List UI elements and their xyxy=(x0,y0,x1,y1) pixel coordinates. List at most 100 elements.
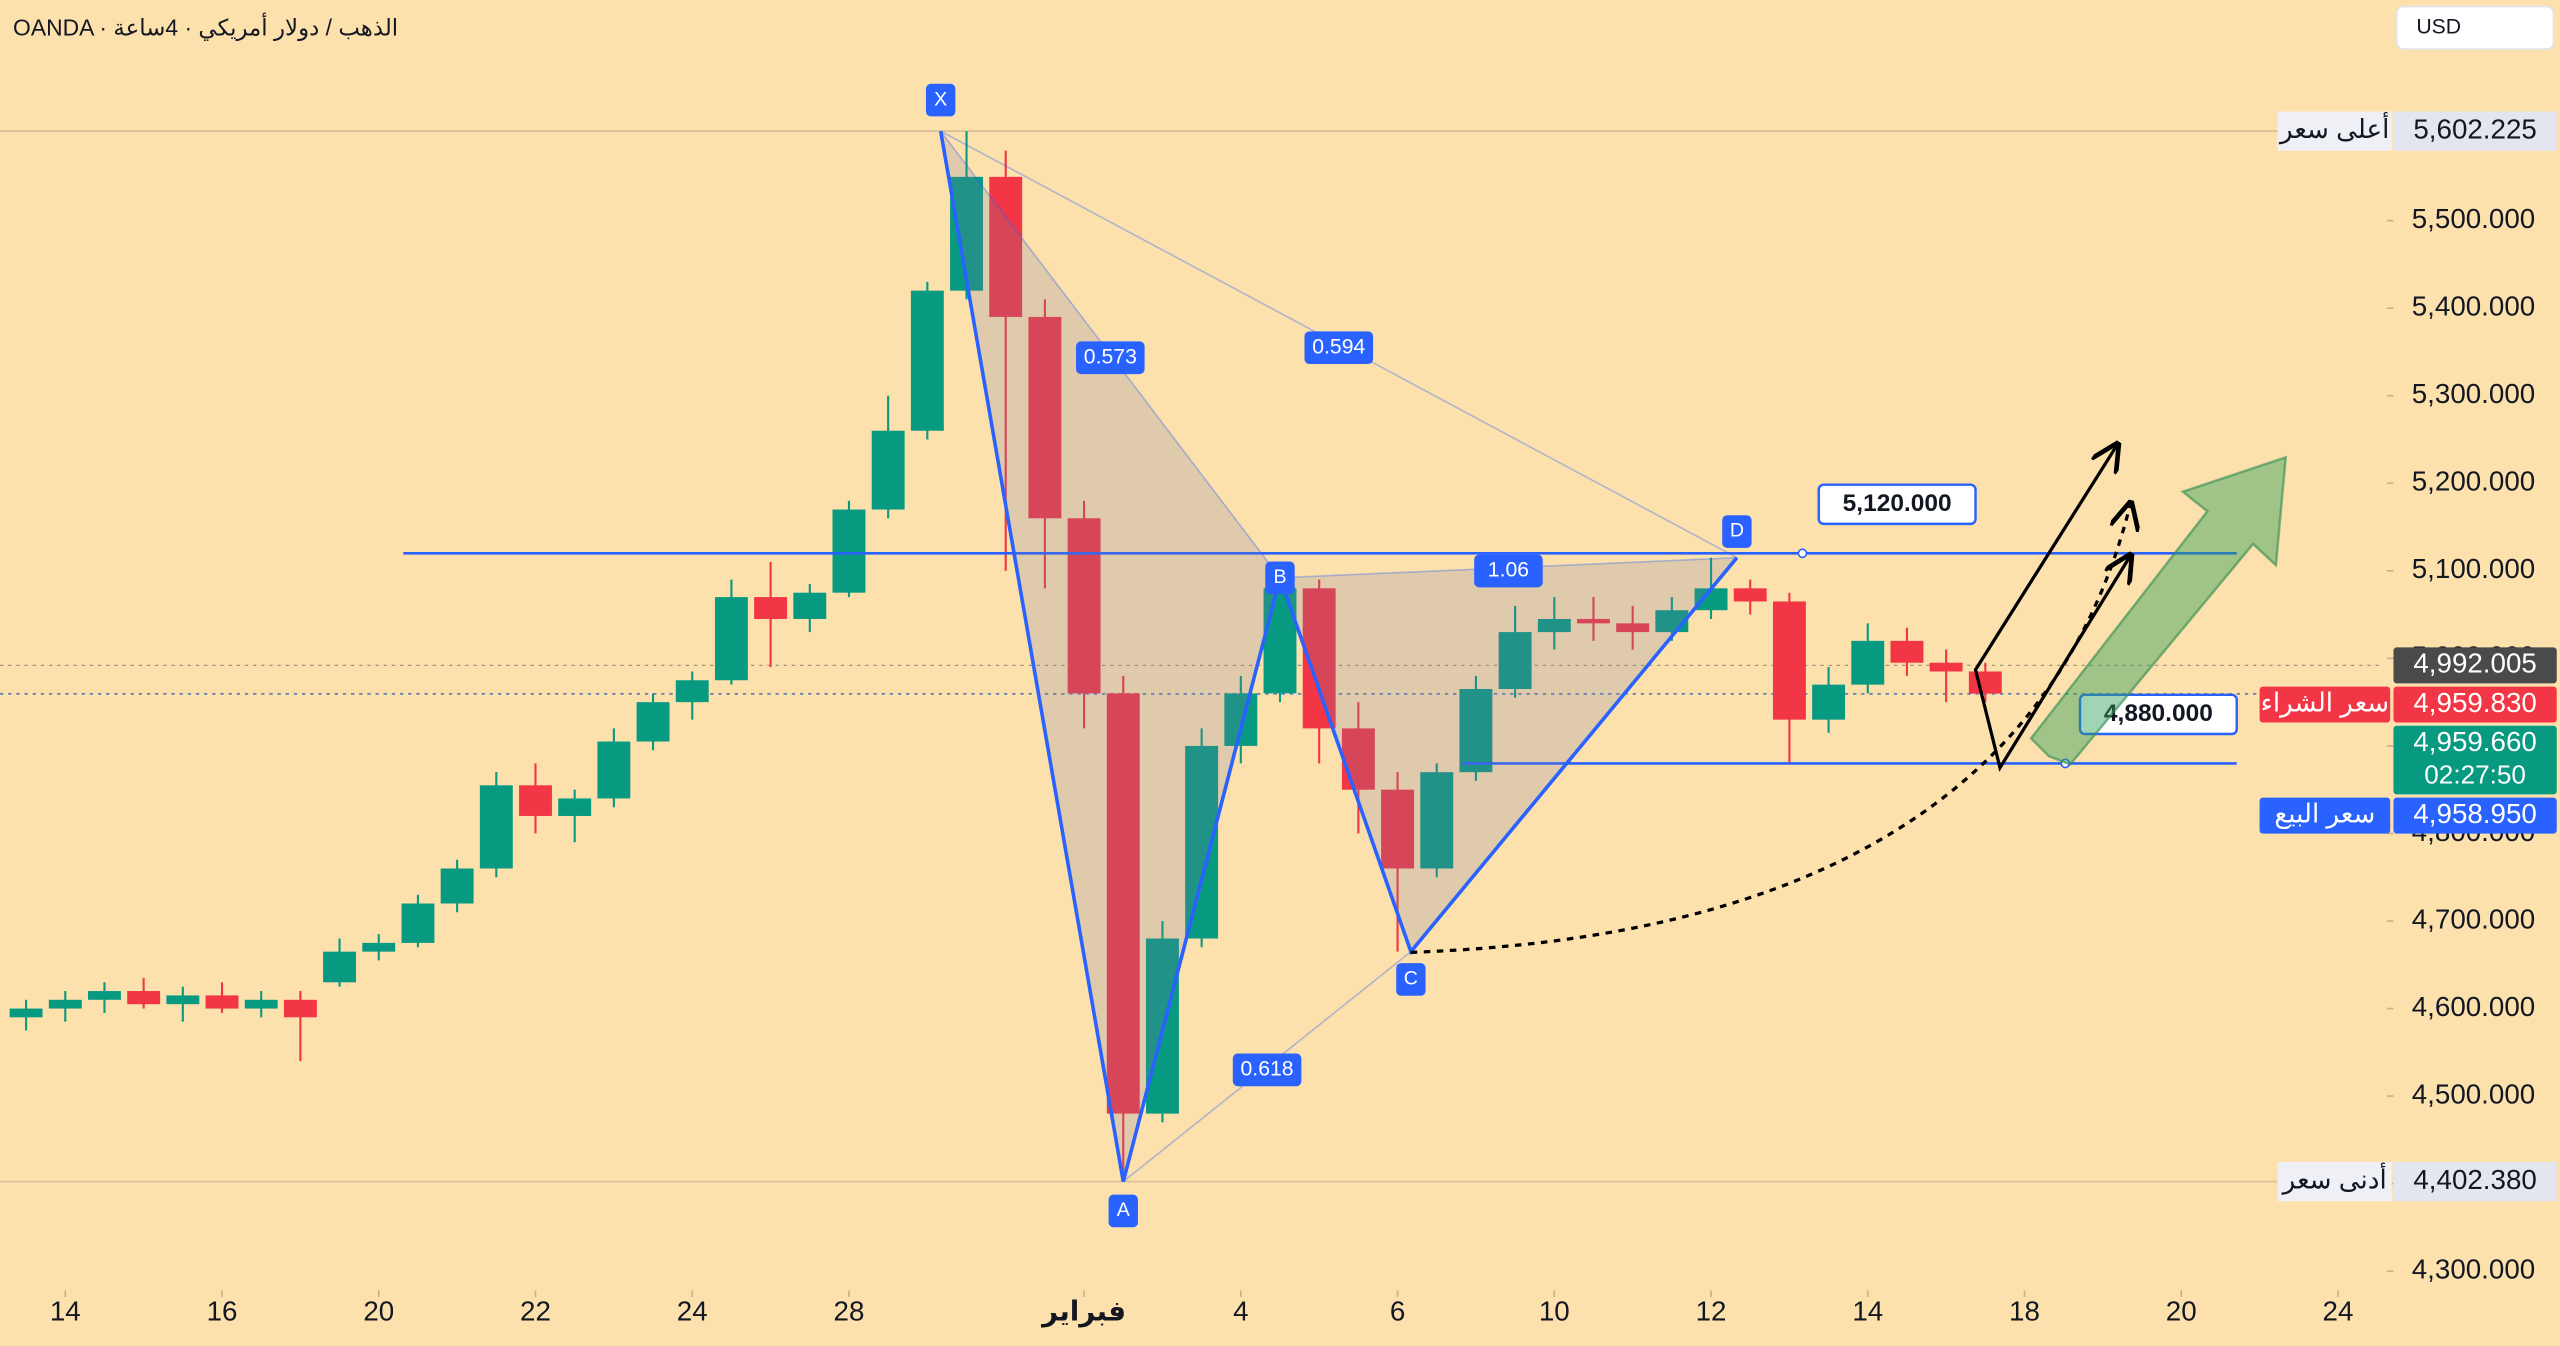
candle-body xyxy=(636,702,670,742)
quote-name: سعر البيع xyxy=(2274,799,2375,830)
x-tick-label: 24 xyxy=(677,1296,708,1327)
currency-label[interactable]: USD xyxy=(2416,15,2461,38)
quote-value: 4,958.950 xyxy=(2413,798,2536,829)
x-tick-label: 28 xyxy=(834,1296,865,1327)
x-tick-label: 22 xyxy=(520,1296,551,1327)
candle-body xyxy=(675,680,709,703)
candle-body xyxy=(9,1008,43,1018)
candle-body xyxy=(1420,772,1454,869)
y-tick-label: 4,300.000 xyxy=(2412,1254,2535,1285)
axes: 4,300.0004,400.0004,500.0004,600.0004,70… xyxy=(50,111,2557,1328)
point-label: D xyxy=(1730,520,1744,542)
x-tick-label: 16 xyxy=(207,1296,238,1327)
drawings xyxy=(1410,444,2288,954)
x-tick-label: فبراير xyxy=(1040,1296,1126,1328)
candle-body xyxy=(362,942,396,952)
candle-body xyxy=(1106,693,1140,1114)
ratio-box xyxy=(1232,1053,1302,1087)
y-tick-label: 5,500.000 xyxy=(2412,203,2535,234)
currency-button[interactable] xyxy=(2395,5,2555,50)
x-tick-label: 6 xyxy=(1390,1296,1405,1327)
extreme-badge xyxy=(2393,111,2557,151)
candle-body xyxy=(1812,684,1846,720)
candle-body xyxy=(283,999,317,1018)
candle-body xyxy=(754,597,788,619)
extreme-name: أعلى سعر xyxy=(2278,111,2389,145)
x-tick-label: 14 xyxy=(1852,1296,1883,1327)
candle-body xyxy=(1772,601,1806,720)
candle-body xyxy=(1028,316,1062,519)
point-label: X xyxy=(934,88,947,110)
candle-body xyxy=(88,991,121,1000)
candle-body xyxy=(1694,588,1728,611)
candle-body xyxy=(519,785,552,816)
ratio-label: 0.594 xyxy=(1312,335,1365,358)
extreme-name-box xyxy=(2277,111,2392,151)
x-tick-label: 20 xyxy=(363,1296,394,1327)
extreme-name-box xyxy=(2277,1161,2392,1202)
candle-body xyxy=(1851,640,1885,685)
point-label: C xyxy=(1404,968,1418,990)
y-tick-label: 4,600.000 xyxy=(2412,991,2535,1022)
level-label: 4,880.000 xyxy=(2104,700,2213,727)
ratio-label: 0.573 xyxy=(1084,345,1137,368)
extreme-badge xyxy=(2393,1161,2557,1202)
y-tick-label: 5,100.000 xyxy=(2412,553,2535,584)
y-tick-label: 4,500.000 xyxy=(2412,1078,2535,1109)
x-tick-label: 20 xyxy=(2166,1296,2197,1327)
level-anchor xyxy=(1797,548,1808,559)
quote-badge xyxy=(2393,725,2557,795)
quote-badge xyxy=(2393,686,2557,723)
extreme-value: 5,602.225 xyxy=(2413,113,2536,144)
y-tick-label: 4,700.000 xyxy=(2412,903,2535,934)
candle-body xyxy=(401,903,435,943)
candle-body xyxy=(1733,588,1767,602)
candle-body xyxy=(558,798,592,816)
x-tick-label: 18 xyxy=(2009,1296,2040,1327)
candle-body xyxy=(48,999,82,1009)
candle-body xyxy=(1341,728,1375,790)
candle-body xyxy=(244,999,278,1009)
quote-countdown: 02:27:50 xyxy=(2424,759,2526,789)
chart-title: OANDA · الذهب / دولار أمريكي · 4ساعة xyxy=(13,12,398,41)
pattern-fill xyxy=(940,131,1281,1182)
y-tick-label: 5,300.000 xyxy=(2412,378,2535,409)
candle-body xyxy=(1929,662,1963,672)
candle-body xyxy=(440,868,474,904)
ratio-box xyxy=(1076,341,1145,375)
pattern-fill xyxy=(1280,557,1737,952)
candle-body xyxy=(1224,693,1258,746)
level-label: 5,120.000 xyxy=(1843,490,1952,517)
quote-name-box xyxy=(2259,797,2391,834)
y-tick-label: 5,200.000 xyxy=(2412,466,2535,497)
candle-body xyxy=(1890,640,1924,663)
candle-body xyxy=(1968,671,2002,694)
candle-body xyxy=(1459,689,1493,773)
target-arrow xyxy=(2029,455,2288,766)
candles xyxy=(9,131,2002,1182)
candle-body xyxy=(479,785,513,869)
x-tick-label: 4 xyxy=(1233,1296,1248,1327)
point-box xyxy=(1265,561,1295,595)
candle-body xyxy=(1577,618,1610,624)
quote-value: 4,992.005 xyxy=(2413,648,2536,679)
candle-body xyxy=(1616,623,1650,633)
point-label: B xyxy=(1273,566,1286,588)
candle-body xyxy=(714,597,748,681)
y-tick-label: 5,400.000 xyxy=(2412,290,2535,321)
candle-body xyxy=(1537,618,1571,633)
point-box xyxy=(1722,515,1752,548)
ratio-box xyxy=(1304,331,1374,365)
quote-value: 4,959.660 xyxy=(2413,726,2536,757)
quote-badge xyxy=(2393,797,2557,834)
candle-body xyxy=(597,741,631,799)
candle-body xyxy=(989,176,1023,317)
candle-body xyxy=(166,995,200,1005)
point-label: A xyxy=(1117,1199,1131,1221)
extreme-value: 4,402.380 xyxy=(2413,1164,2536,1195)
quote-name: سعر الشراء xyxy=(2261,687,2390,718)
x-tick-label: 10 xyxy=(1539,1296,1570,1327)
candle-body xyxy=(910,290,944,431)
point-box xyxy=(1108,1194,1138,1228)
